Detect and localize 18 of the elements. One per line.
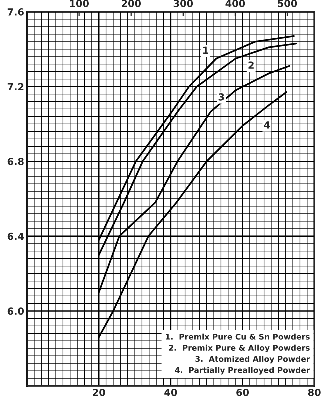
x2-tick-label: 400: [226, 0, 246, 8]
x2-tick-label: 100: [70, 0, 90, 8]
x2-tick-label: 200: [122, 0, 142, 8]
x-tick-label: 20: [93, 388, 106, 396]
x2-tick-label: 300: [174, 0, 194, 8]
y-tick-label: 6.0: [8, 308, 24, 316]
x-tick-label: 60: [236, 388, 250, 396]
y-tick-label: 6.8: [8, 158, 24, 166]
y-tick-label: 6.4: [8, 232, 24, 240]
y-tick-label: 7.2: [8, 83, 24, 90]
y-tick-label: 7.6: [8, 8, 24, 16]
x-tick-label: 80: [308, 388, 321, 396]
annotation: 2: [248, 62, 254, 69]
annotation: 3: [218, 93, 224, 101]
annotation: 4: [264, 122, 270, 129]
x2-tick-label: 500: [278, 0, 298, 8]
x-tick-label: 40: [164, 388, 178, 396]
annotation: 1: [203, 46, 208, 54]
